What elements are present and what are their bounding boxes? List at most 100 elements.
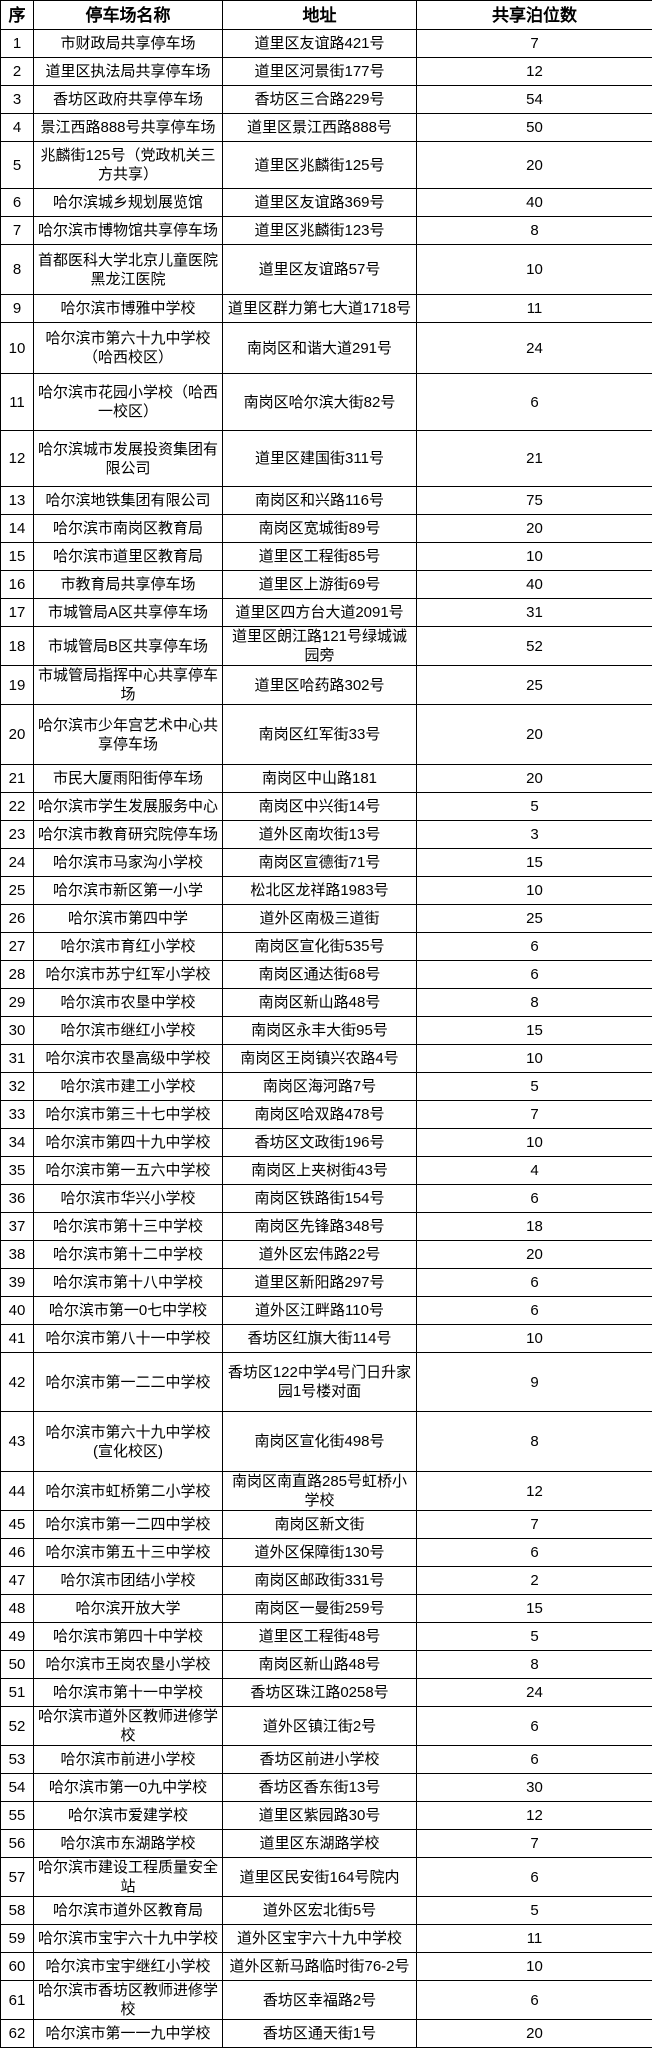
cell-name: 哈尔滨市第十二中学校 (34, 1241, 223, 1269)
cell-index: 62 (1, 2020, 34, 2048)
cell-name: 哈尔滨市农垦高级中学校 (34, 1045, 223, 1073)
cell-address: 道里区哈药路302号 (223, 666, 417, 705)
cell-index: 30 (1, 1017, 34, 1045)
cell-address: 南岗区上夹树街43号 (223, 1157, 417, 1185)
cell-spaces: 6 (417, 1297, 652, 1325)
cell-spaces: 15 (417, 1017, 652, 1045)
cell-spaces: 12 (417, 1472, 652, 1511)
header-spaces: 共享泊位数 (417, 1, 652, 30)
cell-index: 11 (1, 374, 34, 431)
cell-index: 57 (1, 1858, 34, 1897)
cell-index: 41 (1, 1325, 34, 1353)
cell-name: 哈尔滨市博物馆共享停车场 (34, 217, 223, 245)
cell-index: 10 (1, 323, 34, 374)
cell-address: 南岗区宽城街89号 (223, 515, 417, 543)
cell-index: 60 (1, 1953, 34, 1981)
cell-spaces: 8 (417, 989, 652, 1017)
cell-name: 哈尔滨市华兴小学校 (34, 1185, 223, 1213)
cell-address: 道外区镇江街2号 (223, 1707, 417, 1746)
cell-index: 35 (1, 1157, 34, 1185)
cell-spaces: 6 (417, 1858, 652, 1897)
cell-spaces: 7 (417, 30, 652, 58)
cell-index: 18 (1, 627, 34, 666)
cell-name: 市财政局共享停车场 (34, 30, 223, 58)
cell-address: 南岗区铁路街154号 (223, 1185, 417, 1213)
cell-name: 哈尔滨市继红小学校 (34, 1017, 223, 1045)
cell-index: 58 (1, 1897, 34, 1925)
cell-address: 南岗区宣德街71号 (223, 849, 417, 877)
cell-address: 南岗区中山路181 (223, 765, 417, 793)
cell-name: 市城管局A区共享停车场 (34, 599, 223, 627)
cell-name: 哈尔滨市学生发展服务中心 (34, 793, 223, 821)
cell-address: 香坊区文政街196号 (223, 1129, 417, 1157)
cell-index: 53 (1, 1746, 34, 1774)
cell-name: 哈尔滨市花园小学校（哈西一校区） (34, 374, 223, 431)
cell-index: 21 (1, 765, 34, 793)
cell-index: 49 (1, 1623, 34, 1651)
cell-address: 南岗区中兴街14号 (223, 793, 417, 821)
cell-name: 哈尔滨市第一0九中学校 (34, 1774, 223, 1802)
cell-spaces: 20 (417, 1241, 652, 1269)
cell-name: 市城管局指挥中心共享停车场 (34, 666, 223, 705)
cell-index: 19 (1, 666, 34, 705)
cell-spaces: 6 (417, 1746, 652, 1774)
cell-name: 哈尔滨市前进小学校 (34, 1746, 223, 1774)
cell-index: 48 (1, 1595, 34, 1623)
cell-name: 哈尔滨城市发展投资集团有限公司 (34, 431, 223, 487)
cell-spaces: 6 (417, 1269, 652, 1297)
cell-index: 36 (1, 1185, 34, 1213)
cell-address: 南岗区邮政街331号 (223, 1567, 417, 1595)
header-name: 停车场名称 (34, 1, 223, 30)
cell-spaces: 54 (417, 86, 652, 114)
cell-spaces: 20 (417, 705, 652, 765)
cell-name: 哈尔滨市第十八中学校 (34, 1269, 223, 1297)
cell-name: 哈尔滨市第六十九中学校（哈西校区） (34, 323, 223, 374)
cell-index: 42 (1, 1353, 34, 1412)
cell-spaces: 50 (417, 114, 652, 142)
cell-spaces: 20 (417, 142, 652, 189)
cell-address: 南岗区哈尔滨大街82号 (223, 374, 417, 431)
cell-index: 54 (1, 1774, 34, 1802)
cell-name: 哈尔滨市南岗区教育局 (34, 515, 223, 543)
cell-address: 香坊区前进小学校 (223, 1746, 417, 1774)
cell-name: 哈尔滨市第一一九中学校 (34, 2020, 223, 2048)
cell-spaces: 12 (417, 58, 652, 86)
cell-address: 道里区民安街164号院内 (223, 1858, 417, 1897)
cell-index: 14 (1, 515, 34, 543)
cell-index: 33 (1, 1101, 34, 1129)
cell-name: 哈尔滨市道外区教师进修学校 (34, 1707, 223, 1746)
cell-name: 哈尔滨市第一二二中学校 (34, 1353, 223, 1412)
cell-index: 39 (1, 1269, 34, 1297)
cell-index: 20 (1, 705, 34, 765)
cell-index: 28 (1, 961, 34, 989)
cell-name: 哈尔滨市王岗农垦小学校 (34, 1651, 223, 1679)
cell-address: 香坊区幸福路2号 (223, 1981, 417, 2020)
cell-index: 46 (1, 1539, 34, 1567)
cell-address: 道外区江畔路110号 (223, 1297, 417, 1325)
cell-index: 15 (1, 543, 34, 571)
cell-name: 哈尔滨市教育研究院停车场 (34, 821, 223, 849)
cell-index: 43 (1, 1412, 34, 1472)
